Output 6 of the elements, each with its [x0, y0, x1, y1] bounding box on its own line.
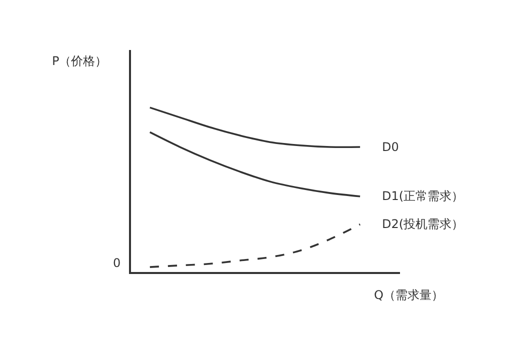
- series-label: D0: [382, 140, 399, 154]
- y-axis-title: P（价格）: [52, 54, 108, 68]
- x-axis-title: Q（需求量）: [374, 288, 444, 302]
- series-label: D2(投机需求）: [382, 217, 464, 231]
- text: 0: [113, 256, 121, 270]
- series-label: D1(正常需求）: [382, 189, 464, 203]
